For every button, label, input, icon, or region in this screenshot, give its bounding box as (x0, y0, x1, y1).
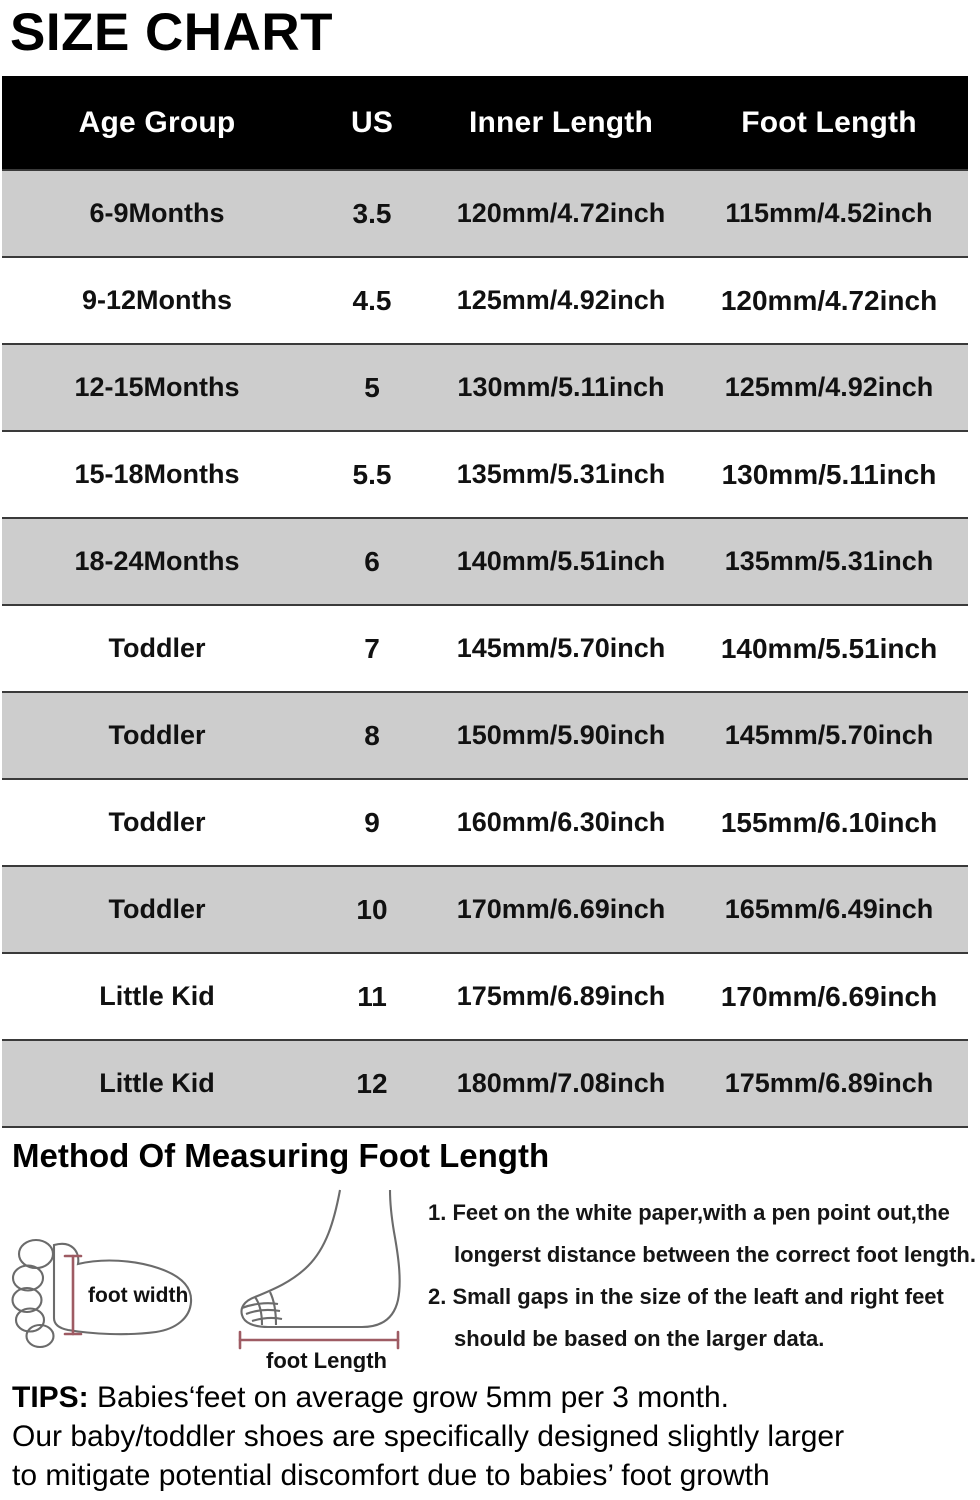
foot-length-label: foot Length (266, 1348, 387, 1372)
cell-inner-length: 160mm/6.30inch (432, 778, 690, 867)
cell-age-group: 18-24Months (2, 517, 312, 606)
foot-width-label: foot width (88, 1284, 188, 1307)
size-chart-table: Age Group US Inner Length Foot Length 6-… (2, 76, 968, 1128)
cell-foot-length: 140mm/5.51inch (690, 604, 968, 693)
cell-inner-length: 135mm/5.31inch (432, 430, 690, 519)
cell-age-group: Toddler (2, 865, 312, 954)
cell-age-group: Toddler (2, 604, 312, 693)
step-line-1: 1. Feet on the white paper,with a pen po… (428, 1200, 950, 1225)
column-header-inner-length: Inner Length (432, 76, 690, 170)
table-row: Little Kid 11 175mm/6.89inch 170mm/6.69i… (2, 952, 968, 1041)
table-row: 9-12Months 4.5 125mm/4.92inch 120mm/4.72… (2, 256, 968, 345)
table-row: 18-24Months 6 140mm/5.51inch 135mm/5.31i… (2, 517, 968, 606)
cell-inner-length: 175mm/6.89inch (432, 952, 690, 1041)
table-header-row: Age Group US Inner Length Foot Length (2, 76, 968, 170)
table-row: Toddler 9 160mm/6.30inch 155mm/6.10inch (2, 778, 968, 867)
cell-foot-length: 135mm/5.31inch (690, 517, 968, 606)
cell-age-group: Toddler (2, 778, 312, 867)
cell-inner-length: 125mm/4.92inch (432, 256, 690, 345)
cell-us: 6 (312, 517, 432, 606)
tips-line-1-text: Babies‘feet on average grow 5mm per 3 mo… (88, 1381, 730, 1414)
tips-section: TIPS: Babies‘feet on average grow 5mm pe… (12, 1378, 972, 1495)
table-row: Toddler 7 145mm/5.70inch 140mm/5.51inch (2, 604, 968, 693)
foot-width-diagram-icon: foot width (11, 1238, 193, 1349)
step-line-2: 2. Small gaps in the size of the leaft a… (428, 1284, 944, 1309)
cell-age-group: Toddler (2, 691, 312, 780)
cell-inner-length: 180mm/7.08inch (432, 1039, 690, 1128)
table-body: 6-9Months 3.5 120mm/4.72inch 115mm/4.52i… (2, 169, 968, 1128)
measuring-steps: 1. Feet on the white paper,with a pen po… (428, 1192, 976, 1360)
table-row: 12-15Months 5 130mm/5.11inch 125mm/4.92i… (2, 343, 968, 432)
column-header-age-group: Age Group (2, 76, 312, 170)
cell-age-group: 9-12Months (2, 256, 312, 345)
cell-foot-length: 120mm/4.72inch (690, 256, 968, 345)
measurement-diagrams: foot width foot Length (0, 1182, 440, 1372)
tips-line-1: TIPS: Babies‘feet on average grow 5mm pe… (12, 1378, 972, 1417)
step-line-2-cont: should be based on the larger data. (454, 1326, 825, 1351)
tips-label: TIPS: (12, 1381, 89, 1414)
cell-inner-length: 120mm/4.72inch (432, 169, 690, 258)
cell-us: 5.5 (312, 430, 432, 519)
cell-us: 5 (312, 343, 432, 432)
cell-age-group: Little Kid (2, 1039, 312, 1128)
cell-us: 9 (312, 778, 432, 867)
table-row: Toddler 10 170mm/6.69inch 165mm/6.49inch (2, 865, 968, 954)
cell-inner-length: 140mm/5.51inch (432, 517, 690, 606)
tips-line-3: to mitigate potential discomfort due to … (12, 1459, 770, 1492)
column-header-us: US (312, 76, 432, 170)
cell-foot-length: 115mm/4.52inch (690, 169, 968, 258)
table-row: Toddler 8 150mm/5.90inch 145mm/5.70inch (2, 691, 968, 780)
cell-us: 3.5 (312, 169, 432, 258)
table-header: Age Group US Inner Length Foot Length (2, 76, 968, 170)
tips-line-2: Our baby/toddler shoes are specifically … (12, 1420, 845, 1453)
cell-us: 7 (312, 604, 432, 693)
method-heading: Method Of Measuring Foot Length (12, 1137, 550, 1174)
cell-age-group: 6-9Months (2, 169, 312, 258)
step-line-1-cont: longerst distance between the correct fo… (454, 1242, 976, 1267)
cell-foot-length: 125mm/4.92inch (690, 343, 968, 432)
column-header-foot-length: Foot Length (690, 76, 968, 170)
cell-us: 10 (312, 865, 432, 954)
cell-foot-length: 165mm/6.49inch (690, 865, 968, 954)
cell-foot-length: 130mm/5.11inch (690, 430, 968, 519)
foot-length-diagram-icon: foot Length (238, 1189, 401, 1372)
page-title: SIZE CHART (10, 3, 333, 62)
cell-us: 12 (312, 1039, 432, 1128)
cell-age-group: 12-15Months (2, 343, 312, 432)
table-row: Little Kid 12 180mm/7.08inch 175mm/6.89i… (2, 1039, 968, 1128)
cell-age-group: Little Kid (2, 952, 312, 1041)
cell-us: 11 (312, 952, 432, 1041)
cell-foot-length: 175mm/6.89inch (690, 1039, 968, 1128)
table-row: 6-9Months 3.5 120mm/4.72inch 115mm/4.52i… (2, 169, 968, 258)
cell-inner-length: 170mm/6.69inch (432, 865, 690, 954)
cell-us: 8 (312, 691, 432, 780)
cell-foot-length: 170mm/6.69inch (690, 952, 968, 1041)
cell-age-group: 15-18Months (2, 430, 312, 519)
table-row: 15-18Months 5.5 135mm/5.31inch 130mm/5.1… (2, 430, 968, 519)
cell-inner-length: 150mm/5.90inch (432, 691, 690, 780)
cell-inner-length: 130mm/5.11inch (432, 343, 690, 432)
cell-foot-length: 145mm/5.70inch (690, 691, 968, 780)
cell-us: 4.5 (312, 256, 432, 345)
cell-inner-length: 145mm/5.70inch (432, 604, 690, 693)
cell-foot-length: 155mm/6.10inch (690, 778, 968, 867)
